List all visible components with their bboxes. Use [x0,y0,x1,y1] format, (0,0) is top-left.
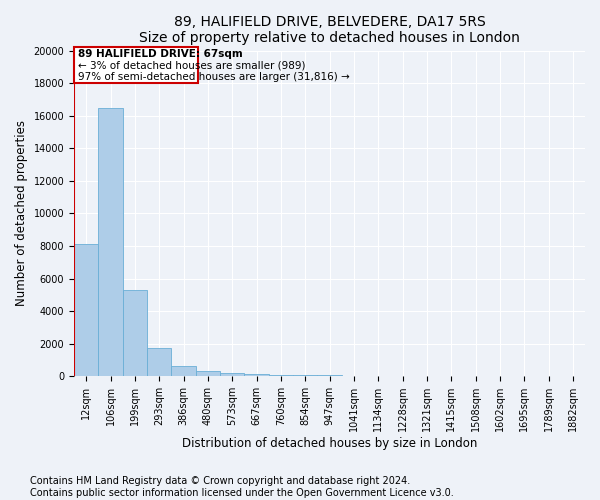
Bar [220,373,244,376]
Bar [147,348,172,376]
Title: 89, HALIFIELD DRIVE, BELVEDERE, DA17 5RS
Size of property relative to detached h: 89, HALIFIELD DRIVE, BELVEDERE, DA17 5RS… [139,15,520,45]
Text: Contains HM Land Registry data © Crown copyright and database right 2024.
Contai: Contains HM Land Registry data © Crown c… [30,476,454,498]
Bar [196,371,220,376]
Bar [122,290,147,376]
Bar [172,366,196,376]
Text: 97% of semi-detached houses are larger (31,816) →: 97% of semi-detached houses are larger (… [77,72,349,82]
FancyBboxPatch shape [74,48,198,83]
Text: ← 3% of detached houses are smaller (989): ← 3% of detached houses are smaller (989… [77,60,305,70]
Bar [98,108,122,376]
Y-axis label: Number of detached properties: Number of detached properties [15,120,28,306]
Bar [269,374,293,376]
Text: 89 HALIFIELD DRIVE: 67sqm: 89 HALIFIELD DRIVE: 67sqm [77,49,242,59]
X-axis label: Distribution of detached houses by size in London: Distribution of detached houses by size … [182,437,477,450]
Bar [293,375,317,376]
Bar [74,244,98,376]
Bar [244,374,269,376]
